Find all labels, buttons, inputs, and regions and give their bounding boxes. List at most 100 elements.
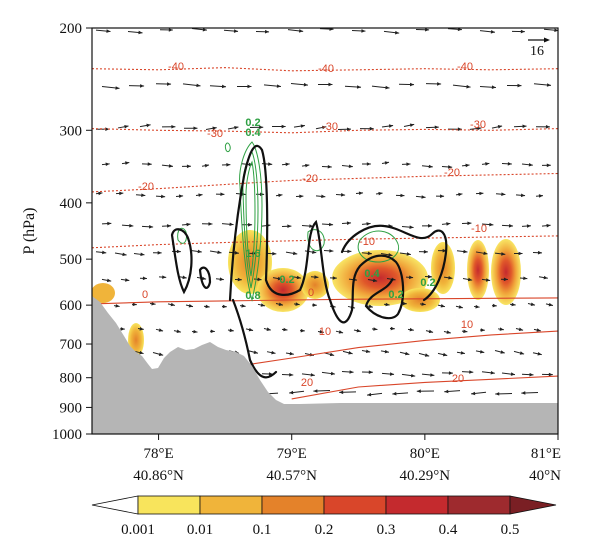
y-tick-label: 1000 xyxy=(52,427,82,443)
wind-vector xyxy=(415,28,430,32)
wind-vector xyxy=(127,30,143,35)
x-tick-lon-label: 80°E xyxy=(410,446,440,462)
colorbar-level-label: 0.01 xyxy=(187,522,213,538)
wind-vector xyxy=(236,84,252,89)
wind-vector xyxy=(221,163,231,167)
contour-label: 20 xyxy=(301,377,313,389)
contour-label: 10 xyxy=(319,326,331,338)
wind-vector xyxy=(182,83,201,88)
wind-vector xyxy=(475,251,488,256)
contour-label: -30 xyxy=(207,128,223,140)
colorbar-segment xyxy=(137,495,201,515)
wind-vector xyxy=(133,350,144,355)
wind-vector xyxy=(272,276,283,281)
temperature-contour xyxy=(92,128,558,134)
wind-vector xyxy=(205,126,217,131)
wind-vector xyxy=(159,28,173,32)
wind-vector xyxy=(234,277,242,282)
wind-vector xyxy=(545,302,554,307)
wind-vector xyxy=(227,328,234,333)
wind-vector xyxy=(479,85,496,90)
wind-vector xyxy=(101,278,112,283)
rain-water-blob xyxy=(491,239,521,305)
wind-vector xyxy=(447,127,462,132)
colorbar-segment xyxy=(199,495,263,515)
contour-label: 0.8 xyxy=(245,290,260,302)
wind-vector xyxy=(401,162,411,166)
x-axis: 78°E 40.86°N 79°E 40.57°N 80°E 40.29°N 81°E 40°… xyxy=(133,434,561,484)
wind-vector xyxy=(315,125,327,130)
wind-vector xyxy=(421,373,435,377)
wind-vector xyxy=(375,191,383,196)
wind-vector xyxy=(532,352,542,356)
colorbar-over-triangle xyxy=(509,495,557,515)
wind-vector xyxy=(335,193,346,197)
wind-vector xyxy=(266,350,276,355)
wind-vector xyxy=(155,82,172,86)
wind-vector xyxy=(114,252,127,257)
contour-label: 10 xyxy=(461,319,473,331)
wind-vector xyxy=(381,124,394,128)
x-tick-lat-label: 40.86°N xyxy=(133,468,184,484)
x-tick-lat-label: 40.29°N xyxy=(400,468,451,484)
colorbar-segment xyxy=(447,495,511,515)
wind-vector xyxy=(461,221,472,226)
wind-vector xyxy=(161,124,176,129)
wind-vector xyxy=(266,251,277,256)
wind-vector xyxy=(321,371,336,376)
wind-vector xyxy=(381,161,390,165)
wind-vector xyxy=(113,304,120,308)
wind-vector xyxy=(201,163,210,168)
rain-water-blob xyxy=(467,240,489,300)
wind-vector xyxy=(117,124,129,129)
wind-vector xyxy=(494,350,505,354)
temperature-contours xyxy=(92,67,558,400)
wind-vector xyxy=(479,30,496,34)
wind-vector xyxy=(443,275,453,280)
wind-vector xyxy=(281,327,288,332)
temperature-contour xyxy=(291,375,558,400)
wind-vector xyxy=(533,328,541,332)
wind-vector xyxy=(301,224,314,228)
wind-vector xyxy=(121,223,134,228)
temperature-contour xyxy=(92,172,558,193)
temperature-contour xyxy=(92,235,558,249)
wind-vector xyxy=(311,303,317,307)
rain-water-blob xyxy=(228,230,272,294)
wind-vector xyxy=(223,29,239,33)
wind-vector xyxy=(475,191,484,196)
rain-water-blob xyxy=(92,283,115,303)
wind-vector xyxy=(519,276,528,281)
contour-label: 20 xyxy=(452,373,464,385)
wind-vector xyxy=(395,193,405,198)
contour-label: 0.2 xyxy=(420,277,435,289)
wind-vector xyxy=(329,276,337,280)
wind-vector xyxy=(521,162,533,167)
wind-vector xyxy=(418,352,430,357)
wind-vector xyxy=(319,28,334,31)
wind-vector xyxy=(101,221,112,226)
colorbar: 0.001 0.01 0.1 0.2 0.3 0.4 0.5 xyxy=(91,495,557,538)
contour-label: -20 xyxy=(302,173,318,185)
wind-vector xyxy=(452,84,471,89)
cloud-boundary xyxy=(231,298,278,379)
wind-vector xyxy=(491,303,497,308)
wind-vector xyxy=(289,390,305,395)
colorbar-segment xyxy=(323,495,387,515)
y-tick-label: 600 xyxy=(60,298,83,314)
contour-label: -20 xyxy=(444,167,460,179)
colorbar-level-label: 0.4 xyxy=(439,522,458,538)
terrain xyxy=(92,296,558,434)
colorbar-under-triangle xyxy=(91,495,139,515)
wind-vector xyxy=(221,304,227,309)
wind-vector xyxy=(285,251,298,256)
wind-vector xyxy=(119,327,125,331)
wind-vector xyxy=(135,193,146,197)
wind-vector xyxy=(418,250,428,254)
wind-vector xyxy=(380,253,393,257)
rain-water-blob xyxy=(400,288,440,312)
wind-vector xyxy=(419,302,426,306)
wind-vector xyxy=(173,329,181,334)
wind-vector xyxy=(435,194,445,198)
wind-vector xyxy=(141,224,154,229)
